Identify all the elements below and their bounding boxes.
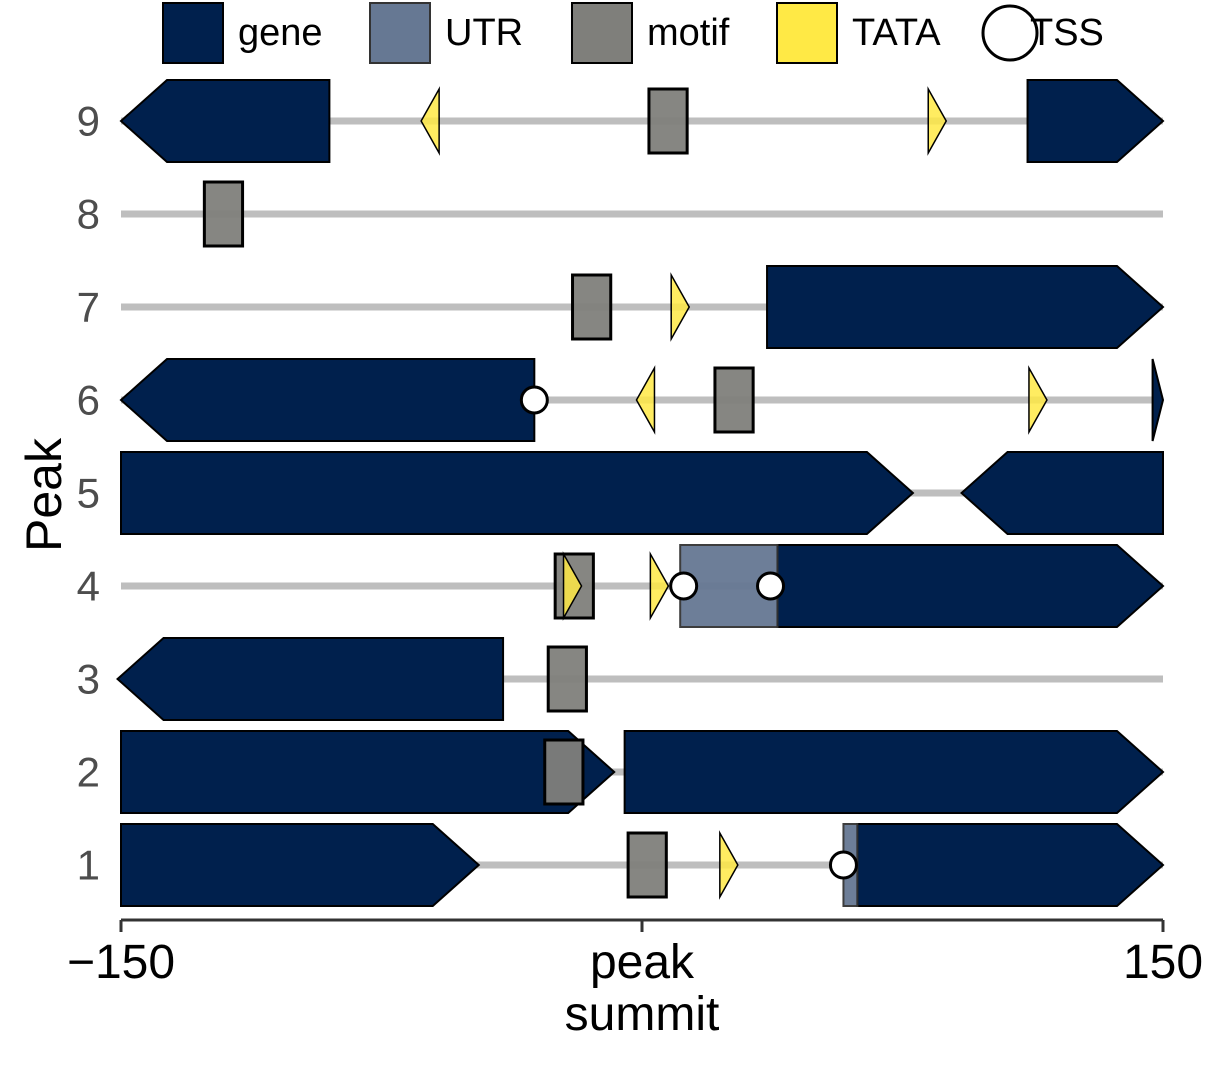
- y-tick-label: 7: [77, 284, 100, 331]
- legend-swatch-utr: [369, 2, 431, 64]
- gene-arrow: [960, 451, 1164, 535]
- y-tick-label: 2: [77, 749, 100, 796]
- gene-arrow: [623, 730, 1165, 814]
- y-axis-title: Peak: [16, 437, 72, 552]
- y-tick-label: 5: [77, 470, 100, 517]
- tata-marker: [649, 551, 670, 621]
- gene-arrow: [116, 637, 505, 721]
- tss-marker: [828, 850, 858, 880]
- legend-item-gene: gene: [162, 2, 323, 64]
- tss-marker: [756, 571, 786, 601]
- motif-box: [546, 645, 588, 713]
- legend: gene UTR motif TATA TSS: [162, 2, 1104, 64]
- x-axis: −150 peak summit 150: [67, 918, 1203, 1041]
- tata-marker: [1028, 365, 1048, 435]
- legend-label: motif: [647, 12, 730, 54]
- legend-item-motif: motif: [571, 2, 730, 64]
- motif-box: [713, 366, 755, 434]
- x-tick-label-line: peak: [590, 936, 695, 989]
- y-tick-label: 3: [77, 656, 100, 703]
- tata-marker: [562, 551, 583, 621]
- motif-box: [626, 831, 668, 899]
- legend-label: TATA: [852, 12, 941, 54]
- legend-swatch-tata: [776, 2, 838, 64]
- peak-row-8: [121, 180, 1163, 248]
- y-tick-label: 9: [77, 98, 100, 145]
- peak-row-9: [119, 79, 1165, 163]
- tss-marker: [669, 571, 699, 601]
- gene-arrow: [1026, 79, 1165, 163]
- gene-arrow: [766, 265, 1165, 349]
- gene-arrow: [120, 451, 915, 535]
- peak-row-6: [119, 358, 1165, 442]
- legend-item-utr: UTR: [369, 2, 523, 64]
- gene-arrow: [120, 823, 481, 907]
- peak-row-5: [120, 451, 1164, 535]
- peak-row-3: [116, 637, 1163, 721]
- tata-marker: [420, 86, 440, 156]
- x-tick-label: peak summit: [565, 936, 720, 1041]
- peak-row-4: [121, 544, 1165, 628]
- tata-marker: [670, 272, 691, 342]
- x-tick-label-line: −150: [67, 936, 175, 989]
- tata-marker: [635, 365, 656, 435]
- gene-arrow: [120, 730, 616, 814]
- x-tick-label-line: summit: [565, 988, 720, 1041]
- gene-arrow: [119, 79, 331, 163]
- y-axis-ticks: 1 2 3 4 5 6 7 8 9: [77, 98, 100, 889]
- gene-arrow: [119, 358, 536, 442]
- legend-label: gene: [238, 12, 323, 54]
- x-tick-label: −150: [67, 936, 175, 989]
- legend-swatch-tss: [981, 4, 1039, 62]
- motif-box: [571, 273, 613, 341]
- gene-arrow: [776, 544, 1165, 628]
- legend-label: TSS: [1030, 12, 1104, 54]
- legend-label: UTR: [445, 12, 523, 54]
- y-tick-label: 6: [77, 377, 100, 424]
- x-tick-label: 150: [1123, 936, 1203, 989]
- y-tick-label: 8: [77, 191, 100, 238]
- legend-swatch-gene: [162, 2, 224, 64]
- motif-box: [202, 180, 245, 248]
- peak-row-1: [120, 823, 1165, 907]
- legend-item-tss: TSS: [981, 4, 1104, 62]
- legend-swatch-motif: [571, 2, 633, 64]
- motif-box: [543, 738, 585, 806]
- y-tick-label: 1: [77, 842, 100, 889]
- gene-arrow: [1151, 358, 1165, 442]
- peak-row-7: [121, 265, 1165, 349]
- legend-item-tata: TATA: [776, 2, 941, 64]
- tata-marker: [719, 830, 739, 900]
- peak-row-2: [120, 730, 1165, 814]
- peak-rows: [116, 79, 1165, 907]
- tss-marker: [519, 385, 549, 415]
- motif-box: [647, 87, 689, 155]
- gene-arrow: [856, 823, 1165, 907]
- y-tick-label: 4: [77, 563, 100, 610]
- tata-marker: [927, 86, 948, 156]
- x-tick-label-line: 150: [1123, 936, 1203, 989]
